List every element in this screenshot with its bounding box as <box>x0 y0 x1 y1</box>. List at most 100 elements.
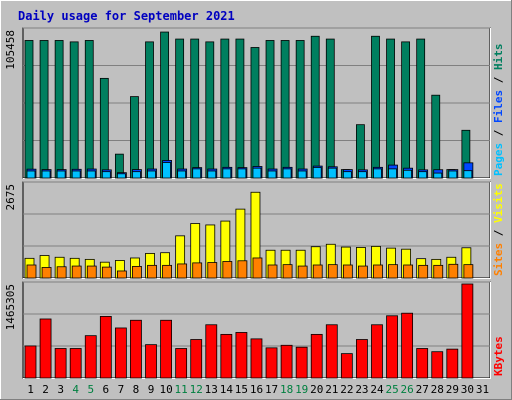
visits-sites-bar <box>342 264 353 279</box>
requests-pages-bar <box>267 170 277 179</box>
requests-hits-bar <box>190 38 200 179</box>
kbytes-kbytes-bar <box>220 333 233 379</box>
requests-pages-bar <box>448 170 458 179</box>
requests-pages-bar <box>222 168 232 179</box>
requests-hits-bar <box>84 40 94 179</box>
visits-sites-bar <box>71 265 82 279</box>
day-label: 20 <box>310 383 323 396</box>
kbytes-kbytes-bar <box>250 338 263 379</box>
day-label: 17 <box>265 383 278 396</box>
visits-sites-bar <box>418 264 429 279</box>
requests-pages-bar <box>327 167 337 179</box>
requests-hits-bar <box>416 38 426 179</box>
requests-pages-bar <box>177 170 187 179</box>
requests-hits-bar <box>130 96 139 179</box>
day-label: 4 <box>72 383 79 396</box>
requests-hits-bar <box>310 35 320 179</box>
requests-hits-bar <box>220 38 230 179</box>
requests-hits-bar <box>24 40 34 179</box>
requests-series-hits <box>24 31 471 179</box>
requests-pages-bar <box>433 172 443 179</box>
kbytes-kbytes-bar <box>114 327 127 379</box>
visits-sites-bar <box>41 267 52 279</box>
requests-pages-bar <box>162 162 171 179</box>
requests-pages-bar <box>26 170 36 179</box>
visits-sites-bar <box>116 270 127 279</box>
kbytes-kbytes-bar <box>160 319 172 379</box>
kbytes-legend: KBytes <box>492 336 505 376</box>
kbytes-kbytes-bar <box>325 324 338 379</box>
visits-sites-bar <box>162 264 172 279</box>
kbytes-kbytes-bar <box>175 348 188 379</box>
requests-hits-bar <box>386 38 395 179</box>
kbytes-kbytes-bar <box>205 324 218 379</box>
day-label: 11 <box>175 383 188 396</box>
day-label: 22 <box>340 383 353 396</box>
visits-sites-bar <box>147 264 157 279</box>
visits-sites-bar <box>237 260 248 279</box>
day-label: 24 <box>370 383 384 396</box>
kbytes-kbytes-bar <box>386 315 398 379</box>
requests-hits-bar <box>265 40 275 179</box>
visits-legend: Sites / Visits <box>492 183 505 276</box>
requests-hits-bar <box>175 38 185 179</box>
day-label: 25 <box>385 383 398 396</box>
kbytes-kbytes-bar <box>54 348 67 379</box>
requests-hits-bar <box>431 94 441 179</box>
day-label: 28 <box>431 383 444 396</box>
requests-pages-bar <box>418 171 428 179</box>
day-label: 5 <box>87 383 94 396</box>
kbytes-kbytes-bar <box>446 348 459 379</box>
requests-hits-bar <box>145 41 154 179</box>
requests-pages-bar <box>282 168 292 179</box>
kbytes-kbytes-bar <box>265 347 278 379</box>
visits-sites-bar <box>252 257 263 279</box>
kbytes-kbytes-bar <box>295 346 308 379</box>
visits-sites-bar <box>373 264 383 279</box>
requests-hits-bar <box>295 40 305 179</box>
requests-pages-bar <box>56 170 66 179</box>
legend-entry: Visits <box>492 183 505 223</box>
requests-pages-bar <box>101 171 111 179</box>
day-label: 26 <box>401 383 414 396</box>
requests-hits-bar <box>39 40 49 179</box>
day-label: 15 <box>235 383 248 396</box>
kbytes-kbytes-bar <box>130 319 142 379</box>
legend-entry: / <box>492 223 505 243</box>
day-label: 30 <box>461 383 474 396</box>
requests-pages-bar <box>116 173 126 179</box>
legend-entry: Pages <box>492 143 505 176</box>
day-axis-labels: 1 2 3 4 5 6 7 8 9 10 11 12 13 14 15 16 17 18 19 20 21 22 23 24 2… <box>27 383 489 396</box>
visits-sites-bar <box>132 266 142 279</box>
kbytes-kbytes-bar <box>190 339 203 379</box>
day-label: 10 <box>159 383 172 396</box>
requests-hits-bar <box>250 47 260 179</box>
requests-pages-bar <box>403 169 413 179</box>
visits-sites-bar <box>463 264 474 279</box>
requests-hits-bar <box>235 38 245 179</box>
day-label: 18 <box>280 383 293 396</box>
requests-pages-bar <box>312 167 322 179</box>
kbytes-kbytes-bar <box>310 333 323 379</box>
legend-entry: Hits <box>492 44 505 71</box>
kbytes-kbytes-bar <box>24 345 37 379</box>
requests-hits-bar <box>325 38 335 179</box>
visits-sites-bar <box>327 264 338 279</box>
visits-sites-bar <box>86 265 97 279</box>
requests-pages-bar <box>373 168 382 179</box>
visits-sites-bar <box>207 262 218 279</box>
requests-ymax-label: 105458 <box>4 30 17 70</box>
legend-entry: / <box>492 123 505 143</box>
requests-hits-bar <box>205 41 215 179</box>
kbytes-kbytes-bar <box>280 344 293 379</box>
requests-pages-bar <box>71 170 81 179</box>
kbytes-kbytes-bar <box>461 283 474 379</box>
requests-hits-bar <box>54 40 64 179</box>
kbytes-kbytes-bar <box>340 353 353 379</box>
visits-sites-bar <box>282 264 293 279</box>
visits-sites-bar <box>388 264 398 279</box>
visits-sites-bar <box>403 264 414 279</box>
kbytes-kbytes-bar <box>99 316 112 379</box>
visits-sites-bar <box>267 264 278 279</box>
